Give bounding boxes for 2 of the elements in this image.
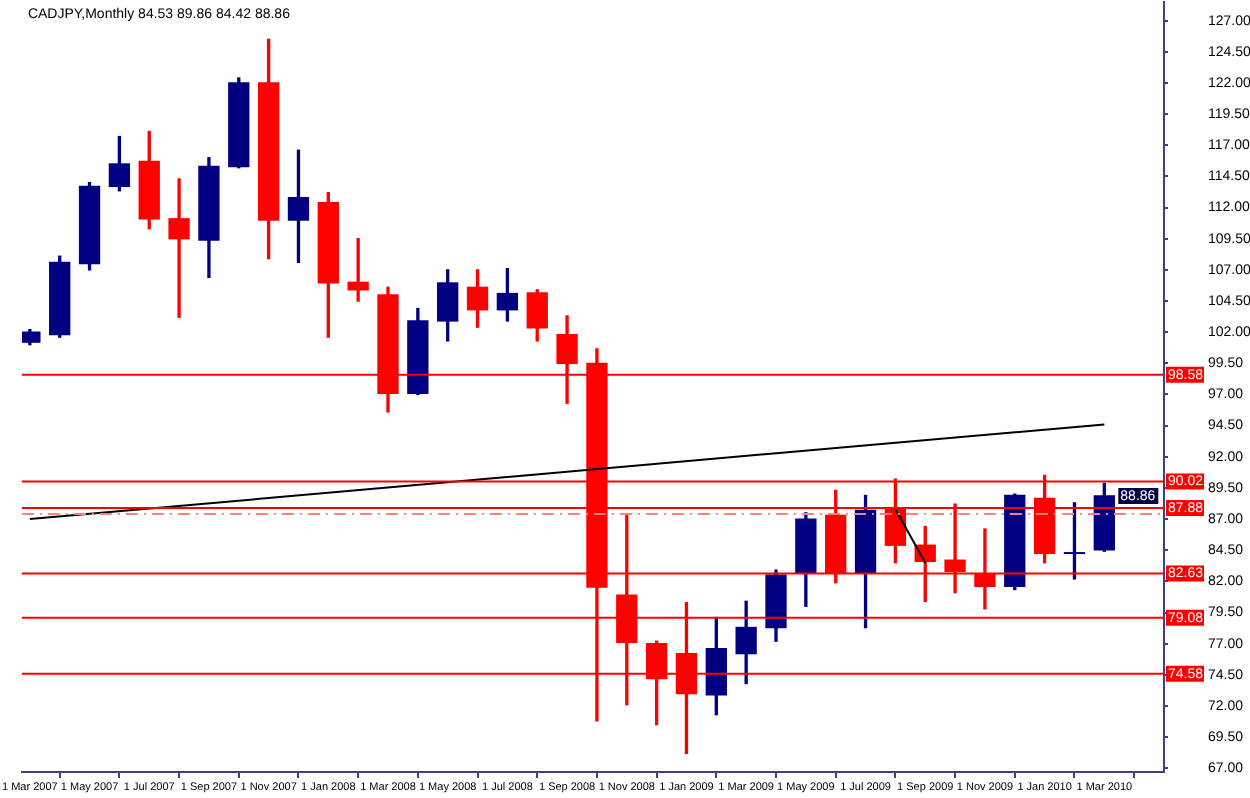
candlestick <box>347 238 369 302</box>
candlestick <box>168 178 190 318</box>
